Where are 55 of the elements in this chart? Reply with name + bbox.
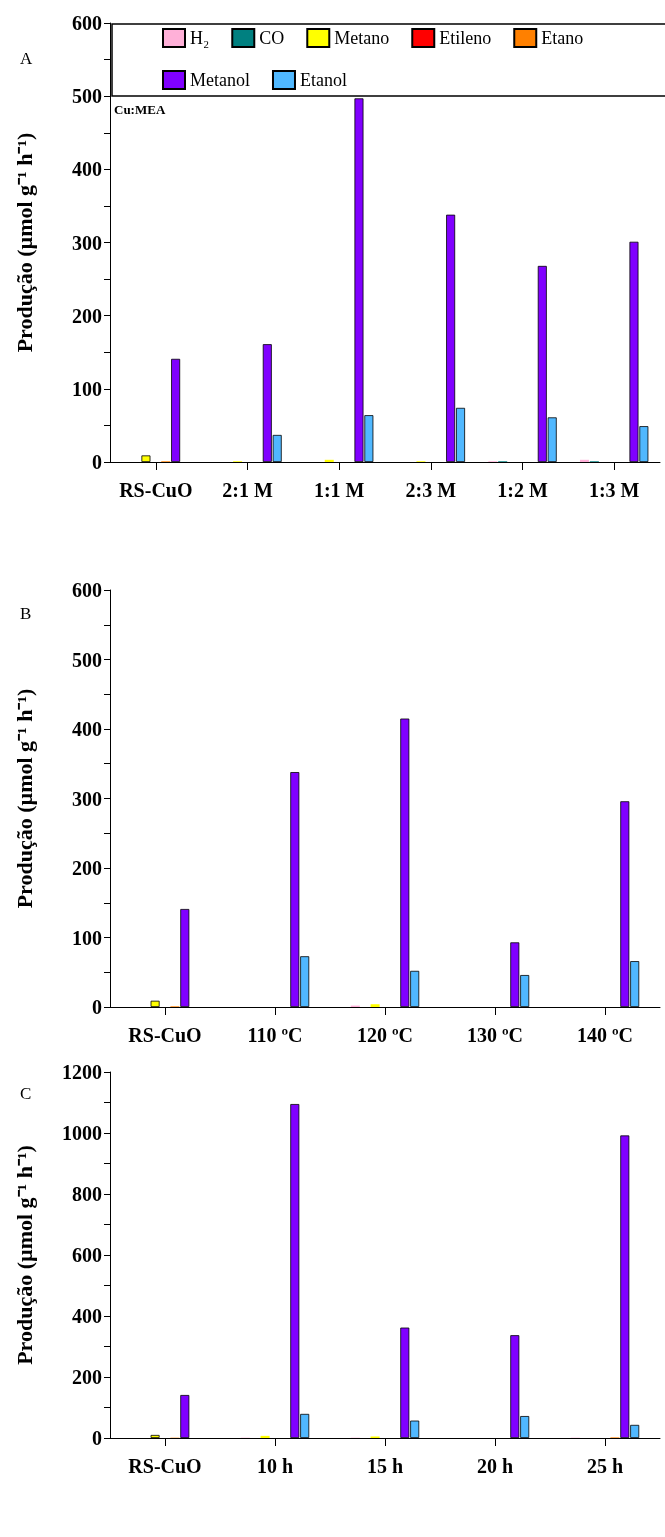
bar xyxy=(579,459,589,462)
annotation: Cu:MEA xyxy=(114,102,166,117)
x-tick-label: 1:1 M xyxy=(313,479,365,501)
y-tick-label: 300 xyxy=(72,787,102,810)
x-tick-label: 1:3 M xyxy=(588,479,640,501)
x-tick-label: 1:2 M xyxy=(497,479,548,501)
y-tick-label: 400 xyxy=(72,1305,102,1327)
legend-label: Metano xyxy=(334,28,390,48)
y-tick-label: 200 xyxy=(72,304,102,327)
y-axis-title: Produção (µmol g⁻¹ h⁻¹) xyxy=(11,132,37,353)
x-tick-label: 140 ºC xyxy=(576,1024,634,1046)
y-tick-label: 0 xyxy=(92,451,102,473)
x-tick-label: 2:3 M xyxy=(405,479,457,501)
y-tick-label: 400 xyxy=(72,158,102,181)
legend-label: CO xyxy=(259,28,285,48)
text: B xyxy=(20,604,32,623)
y-tick-label: 100 xyxy=(72,926,102,949)
x-tick-label: 130 ºC xyxy=(466,1024,524,1046)
y-tick-label: 200 xyxy=(72,857,102,879)
legend-label: Metanol xyxy=(190,70,250,90)
legend-label: Etanol xyxy=(299,70,347,90)
x-tick-label: 2:1 M xyxy=(222,479,273,501)
x-tick-label: 15 h xyxy=(366,1455,404,1477)
x-tick-label: 25 h xyxy=(586,1455,624,1477)
x-tick-label: 110 ºC xyxy=(247,1024,303,1046)
bar xyxy=(260,1435,270,1438)
y-tick-label: 200 xyxy=(72,1366,102,1388)
y-tick-label: 100 xyxy=(72,377,102,400)
x-tick-label: 20 h xyxy=(476,1455,514,1477)
bar xyxy=(370,1004,380,1007)
legend-label: Etano xyxy=(541,28,584,48)
x-tick-label: RS-CuO xyxy=(119,479,193,501)
y-tick-label: 600 xyxy=(72,12,102,34)
x-tick-label: RS-CuO xyxy=(128,1024,202,1046)
y-tick-label: 800 xyxy=(72,1183,102,1205)
y-axis-title: Produção (µmol g⁻¹ h⁻¹) xyxy=(11,688,37,909)
y-tick-label: 1200 xyxy=(62,1061,102,1083)
y-tick-label: 500 xyxy=(72,648,102,671)
x-tick-label: 10 h xyxy=(256,1455,294,1477)
y-tick-label: 1000 xyxy=(62,1122,102,1144)
y-tick-label: 300 xyxy=(72,231,102,254)
legend-label: Etileno xyxy=(439,28,492,48)
y-tick-label: 400 xyxy=(72,718,102,740)
x-tick-label: RS-CuO xyxy=(128,1455,202,1477)
y-tick-label: 600 xyxy=(72,1244,102,1266)
text: C xyxy=(20,1084,32,1103)
legend-label: H₂ xyxy=(190,28,210,48)
text: A xyxy=(20,49,33,68)
x-tick-label: 120 ºC xyxy=(356,1024,414,1046)
y-tick-label: 0 xyxy=(92,1427,102,1449)
y-tick-label: 0 xyxy=(92,996,102,1018)
y-tick-label: 500 xyxy=(72,85,102,108)
y-axis-title: Produção (µmol g⁻¹ h⁻¹) xyxy=(11,1145,37,1365)
y-tick-label: 600 xyxy=(72,579,102,601)
bar xyxy=(324,459,334,462)
